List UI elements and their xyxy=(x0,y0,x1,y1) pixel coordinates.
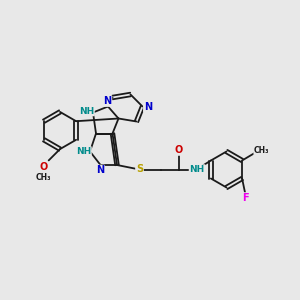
Text: N: N xyxy=(103,96,112,106)
Text: F: F xyxy=(242,193,248,203)
Text: N: N xyxy=(144,101,152,112)
Text: NH: NH xyxy=(190,165,205,174)
Text: N: N xyxy=(96,165,104,176)
Text: NH: NH xyxy=(76,147,91,156)
Text: S: S xyxy=(136,164,143,175)
Text: CH₃: CH₃ xyxy=(36,173,51,182)
Text: O: O xyxy=(174,145,183,155)
Text: O: O xyxy=(39,161,48,172)
Text: CH₃: CH₃ xyxy=(254,146,269,154)
Text: NH: NH xyxy=(79,106,94,116)
